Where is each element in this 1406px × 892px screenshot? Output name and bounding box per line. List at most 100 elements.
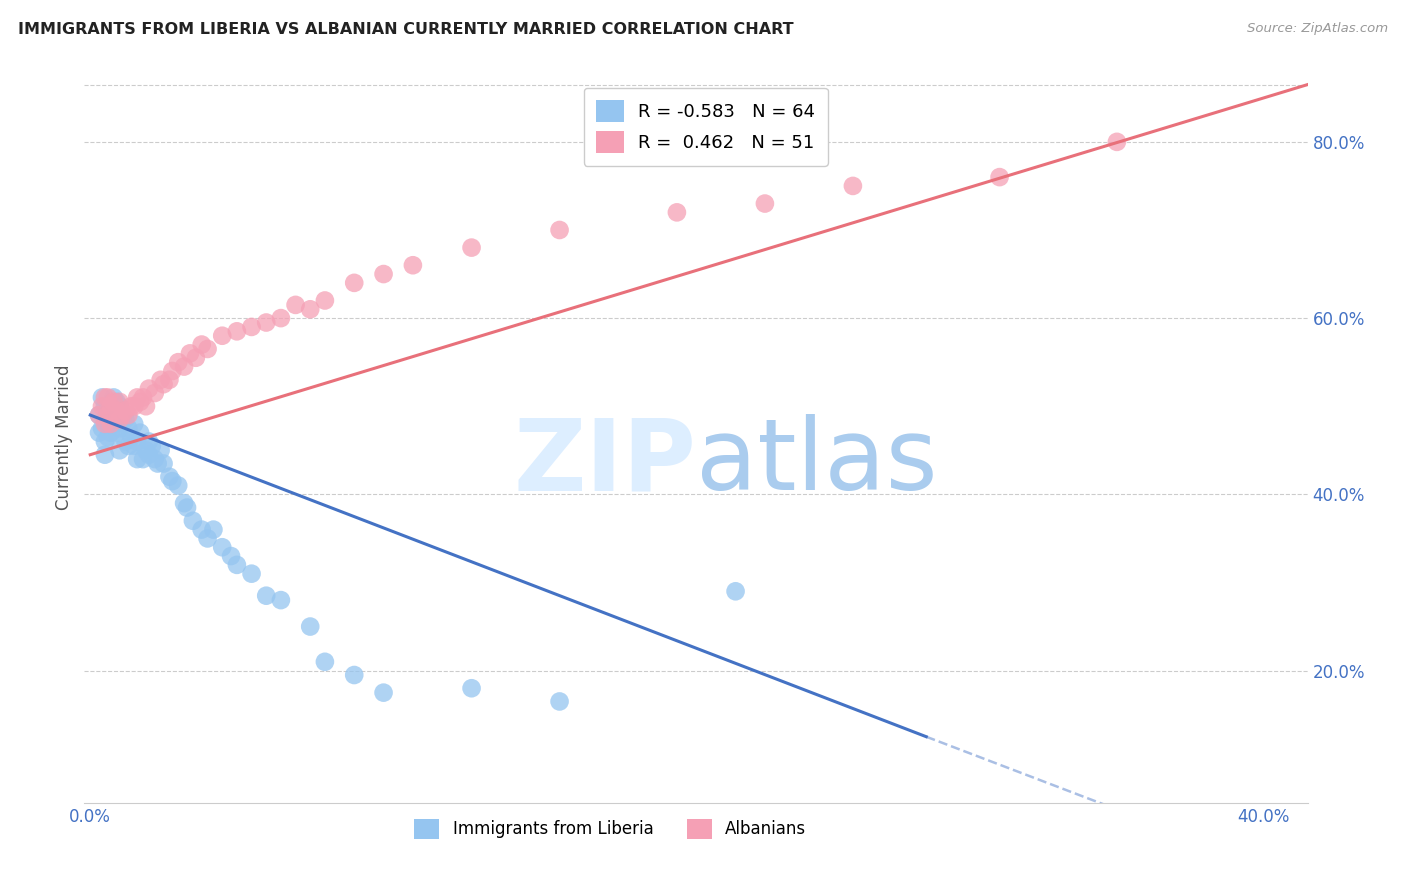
Point (314, 655, 336, 669)
Legend: Immigrants from Liberia, Albanians: Immigrants from Liberia, Albanians (408, 812, 813, 846)
Point (97, 403, 120, 417)
Point (173, 359, 195, 374)
Point (146, 457, 169, 471)
Point (988, 170, 1011, 185)
Point (143, 452, 166, 467)
Point (135, 443, 157, 458)
Point (162, 364, 184, 378)
Point (373, 267, 395, 281)
Point (129, 425, 152, 440)
Point (120, 399, 142, 413)
Text: IMMIGRANTS FROM LIBERIA VS ALBANIAN CURRENTLY MARRIED CORRELATION CHART: IMMIGRANTS FROM LIBERIA VS ALBANIAN CURR… (18, 22, 794, 37)
Point (225, 324, 247, 338)
Point (548, 223, 571, 237)
Point (127, 452, 149, 467)
Point (105, 425, 128, 440)
Point (108, 443, 131, 458)
Point (167, 478, 190, 492)
Point (132, 391, 155, 405)
Point (152, 457, 174, 471)
Point (299, 619, 322, 633)
Point (149, 443, 172, 458)
Point (129, 394, 152, 409)
Point (159, 373, 181, 387)
Point (105, 394, 128, 409)
Point (97, 408, 120, 422)
Point (548, 694, 571, 708)
Point (135, 399, 157, 413)
Point (254, 316, 277, 330)
Point (202, 523, 225, 537)
Point (103, 394, 125, 409)
Point (173, 496, 195, 510)
Point (152, 377, 174, 392)
Point (97, 417, 120, 431)
Point (219, 549, 242, 563)
Point (100, 425, 122, 440)
Point (100, 399, 122, 413)
Point (105, 403, 128, 417)
Text: ZIP: ZIP (513, 414, 696, 511)
Point (122, 399, 145, 413)
Point (143, 386, 166, 401)
Point (343, 668, 366, 682)
Point (176, 500, 198, 515)
Point (284, 298, 307, 312)
Point (103, 417, 125, 431)
Point (167, 355, 190, 369)
Point (211, 328, 233, 343)
Point (138, 434, 160, 449)
Point (197, 342, 219, 356)
Point (108, 412, 131, 426)
Point (240, 320, 263, 334)
Point (132, 452, 155, 467)
Point (138, 382, 160, 396)
Point (184, 351, 207, 365)
Point (105, 408, 128, 422)
Point (754, 196, 776, 211)
Point (127, 434, 149, 449)
Point (343, 276, 366, 290)
Point (91, 421, 114, 435)
Point (97, 430, 120, 444)
Point (114, 412, 136, 426)
Point (270, 593, 292, 607)
Point (117, 421, 139, 435)
Point (91, 399, 114, 413)
Point (111, 408, 134, 422)
Point (120, 430, 142, 444)
Point (190, 337, 212, 351)
Point (179, 346, 201, 360)
Y-axis label: Currently Married: Currently Married (55, 364, 73, 510)
Point (111, 408, 134, 422)
Point (94, 391, 117, 405)
Point (94, 417, 117, 431)
Point (114, 403, 136, 417)
Point (87, 408, 110, 422)
Point (117, 439, 139, 453)
Point (402, 258, 425, 272)
Point (460, 241, 482, 255)
Point (299, 302, 322, 317)
Point (460, 681, 482, 696)
Text: atlas: atlas (696, 414, 938, 511)
Point (122, 417, 145, 431)
Point (211, 540, 233, 554)
Point (114, 434, 136, 449)
Point (94, 434, 117, 449)
Point (314, 293, 336, 308)
Point (94, 412, 117, 426)
Point (724, 584, 747, 599)
Point (122, 439, 145, 453)
Point (108, 421, 131, 435)
Point (190, 523, 212, 537)
Point (127, 391, 149, 405)
Point (87, 408, 110, 422)
Point (91, 391, 114, 405)
Point (94, 399, 117, 413)
Point (97, 391, 120, 405)
Point (103, 391, 125, 405)
Point (108, 394, 131, 409)
Point (100, 399, 122, 413)
Point (842, 178, 865, 193)
